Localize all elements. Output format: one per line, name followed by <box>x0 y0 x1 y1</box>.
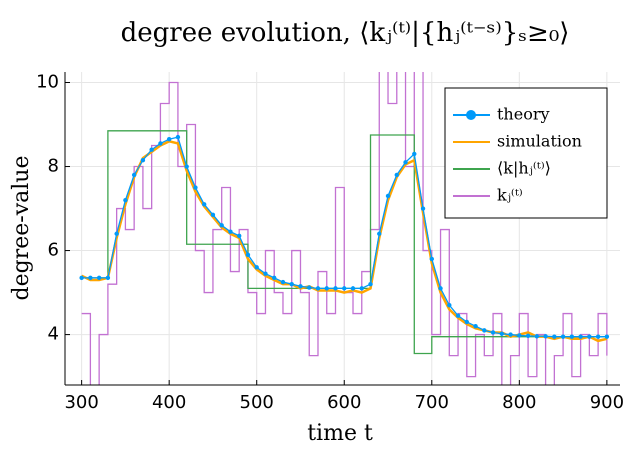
marker <box>254 265 259 270</box>
x-tick-label: 700 <box>415 392 449 413</box>
y-tick-label: 10 <box>36 72 59 93</box>
marker <box>149 147 154 152</box>
marker <box>140 158 146 163</box>
marker <box>429 256 434 262</box>
marker <box>350 286 356 291</box>
marker <box>289 281 294 287</box>
legend-label: theory <box>497 105 550 124</box>
marker <box>508 332 513 337</box>
x-tick-label: 300 <box>64 392 98 413</box>
marker <box>201 202 207 207</box>
marker <box>490 330 496 335</box>
legend-marker <box>466 110 476 120</box>
marker <box>79 275 84 281</box>
marker <box>359 286 364 291</box>
marker <box>578 334 583 339</box>
marker <box>175 134 181 140</box>
legend-label: simulation <box>497 132 582 151</box>
x-tick-label: 900 <box>590 392 624 413</box>
x-tick-label: 500 <box>240 392 274 413</box>
marker <box>123 197 128 203</box>
legend: theory simulation ⟨k|hⱼ⁽ᵗ⁾⟩ kⱼ⁽ᵗ⁾ <box>444 87 608 219</box>
marker <box>96 275 102 281</box>
marker <box>560 334 566 339</box>
marker <box>324 286 329 291</box>
marker <box>569 334 575 339</box>
chart-title: degree evolution, ⟨kⱼ⁽ᵗ⁾|{hⱼ⁽ᵗ⁻ˢ⁾}ₛ≥₀⟩ <box>121 18 570 48</box>
marker <box>587 334 592 339</box>
marker <box>464 319 470 325</box>
marker <box>447 302 452 308</box>
marker <box>473 323 478 329</box>
legend-label: kⱼ⁽ᵗ⁾ <box>497 186 523 205</box>
marker <box>333 286 338 291</box>
marker <box>377 231 382 236</box>
marker <box>455 313 461 318</box>
marker <box>298 284 303 289</box>
legend-label: ⟨k|hⱼ⁽ᵗ⁾⟩ <box>497 159 551 178</box>
marker <box>114 231 119 236</box>
marker <box>237 233 242 239</box>
marker <box>272 275 277 281</box>
x-tick-label: 800 <box>502 392 536 413</box>
marker <box>604 334 610 339</box>
marker <box>525 333 531 339</box>
marker <box>193 185 198 190</box>
marker <box>184 164 189 169</box>
marker <box>543 334 548 339</box>
y-tick-label: 4 <box>48 324 59 345</box>
marker <box>438 286 443 291</box>
x-tick-label: 400 <box>152 392 186 413</box>
y-tick-label: 8 <box>48 156 59 177</box>
marker <box>228 229 233 234</box>
marker <box>552 334 557 339</box>
marker <box>166 137 172 142</box>
marker <box>368 281 373 287</box>
marker <box>420 206 426 211</box>
marker <box>88 275 93 281</box>
x-axis-label: time t <box>307 421 373 446</box>
marker <box>315 286 321 291</box>
marker <box>385 193 391 199</box>
marker <box>403 160 408 165</box>
marker <box>210 212 216 218</box>
marker <box>412 151 417 157</box>
marker <box>131 172 137 178</box>
marker <box>499 331 505 336</box>
marker <box>263 271 268 276</box>
marker <box>158 141 163 146</box>
marker <box>342 286 347 291</box>
marker <box>219 223 224 228</box>
x-tick-label: 600 <box>327 392 361 413</box>
marker <box>517 333 522 338</box>
marker <box>394 172 399 178</box>
marker <box>482 328 487 333</box>
y-axis-label: degree-value <box>9 156 34 301</box>
marker <box>307 285 312 290</box>
marker <box>245 252 251 257</box>
plot-area <box>79 72 610 385</box>
marker <box>534 334 540 339</box>
marker <box>280 279 286 285</box>
marker <box>105 275 111 281</box>
y-tick-label: 6 <box>48 240 59 261</box>
marker <box>595 334 601 339</box>
